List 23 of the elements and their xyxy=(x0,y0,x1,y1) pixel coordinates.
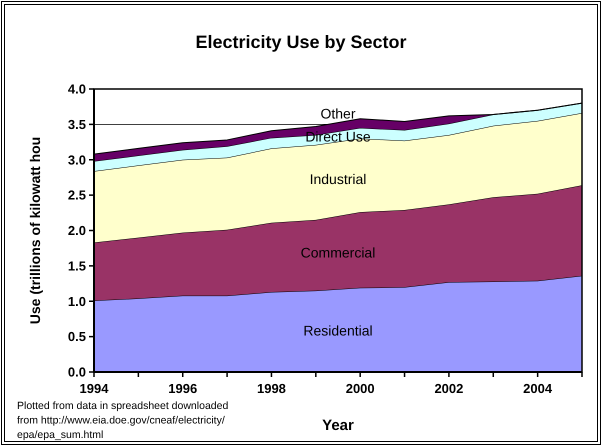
y-tick-label: 1.5 xyxy=(68,258,86,274)
x-tick-label: 1998 xyxy=(256,381,286,396)
y-tick-label: 2.5 xyxy=(68,188,86,203)
series-label: Residential xyxy=(303,322,373,339)
text: Plotted from data in spreadsheet downloaded from http://www.eia.doe.gov/cneaf/electricity/ epa/epa_sum.html xyxy=(17,400,228,441)
series-label: Other xyxy=(320,106,356,122)
y-tick-label: 3.0 xyxy=(68,152,86,168)
y-tick-label: 0.0 xyxy=(68,364,86,380)
x-tick-label: 2004 xyxy=(523,381,553,396)
y-tick-label: 1.0 xyxy=(68,294,86,309)
x-tick-label: 2002 xyxy=(434,381,464,396)
series-label: Industrial xyxy=(310,170,366,187)
y-axis-title: Use (trillions of kilowatt hou xyxy=(27,136,43,324)
x-axis-title: Year xyxy=(322,417,354,434)
chart-title: Electricity Use by Sector xyxy=(195,32,407,52)
x-tick-label: 1994 xyxy=(80,381,110,396)
y-tick-label: 3.5 xyxy=(68,116,86,132)
y-tick-label: 2.0 xyxy=(68,223,86,238)
x-tick-label: 1996 xyxy=(168,381,198,396)
x-tick-label: 2000 xyxy=(346,381,375,396)
y-tick-label: 0.5 xyxy=(68,329,86,344)
series-label: Commercial xyxy=(300,244,376,261)
y-tick-label: 4.0 xyxy=(68,82,86,96)
